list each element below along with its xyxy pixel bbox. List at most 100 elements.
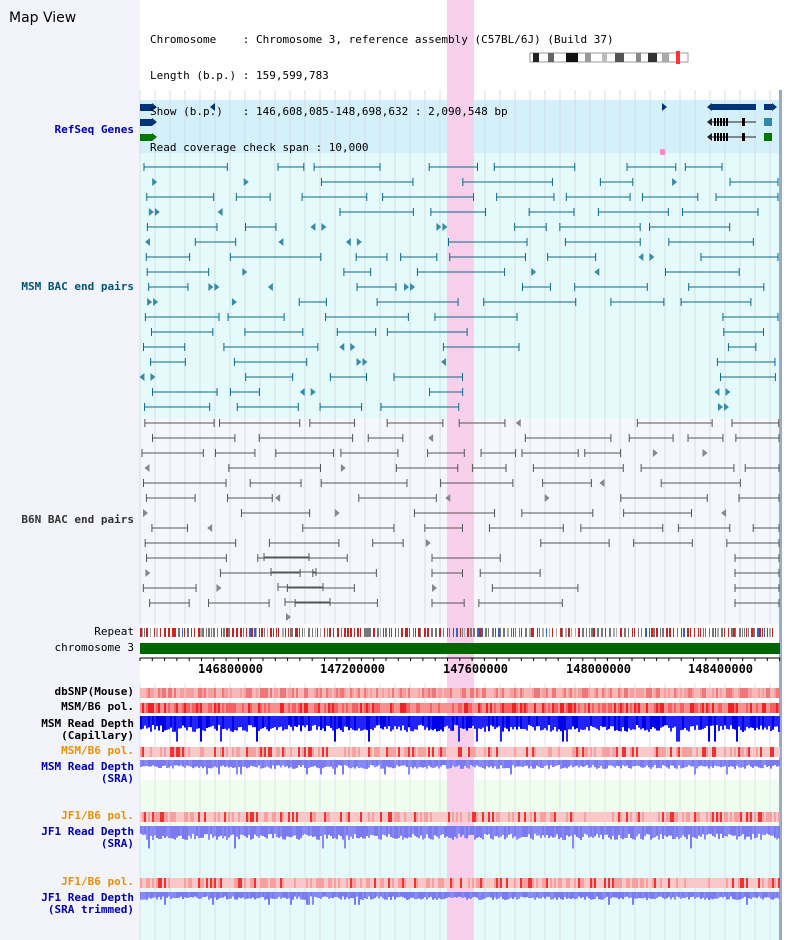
msm-b6-polymorphism-sra [146,747,148,757]
repeat-element [748,628,749,637]
dbsnp-density [764,688,766,698]
track-label-msm-bac[interactable]: MSM BAC end pairs [21,280,134,293]
msm-read-depth-sra [242,760,244,767]
dbsnp-density [408,688,410,698]
dbsnp-density [392,688,394,698]
track-label-jf1-b6-pol[interactable]: JF1/B6 pol. [61,809,134,822]
msm-b6-polymorphism-sra [754,747,756,757]
msm-b6-polymorphism [580,703,582,713]
dbsnp-density [640,688,642,698]
jf1-read-depth-sra-trimmed [588,892,590,899]
track-label-chromosome[interactable]: chromosome 3 [54,641,134,654]
msm-b6-polymorphism [532,703,534,713]
msm-read-depth-sra [186,760,188,766]
track-label-jf1-read-depth[interactable]: JF1 Read Depth [41,825,134,838]
msm-b6-polymorphism [586,703,588,713]
jf1-read-depth-sra-trimmed [664,892,666,900]
jf1-read-depth-sra-trimmed [300,892,302,900]
jf1-b6-polymorphism [530,878,532,888]
msm-b6-polymorphism [142,703,144,713]
repeat-element [254,628,256,637]
msm-b6-polymorphism [166,703,168,713]
msm-read-depth-sra [580,760,582,766]
jf1-read-depth-sra-trimmed [302,892,304,900]
jf1-read-depth-sra-trimmed [680,892,682,899]
track-label-jf1-read-depth-trimmed[interactable]: JF1 Read Depth [41,891,134,904]
msm-b6-polymorphism-sra [162,747,164,757]
track-label-msm-read-depth-cap[interactable]: MSM Read Depth [41,717,134,730]
msm-b6-polymorphism [714,703,716,713]
track-label-msm-read-depth-sra[interactable]: MSM Read Depth [41,760,134,773]
jf1-read-depth-sra-trimmed [678,892,680,898]
ideogram-band [648,53,657,62]
jf1-read-depth-sra-trimmed [768,892,770,898]
jf1-read-depth-sra [674,826,676,840]
jf1-read-depth-sra-trimmed [628,892,630,899]
msm-b6-polymorphism [344,703,346,713]
jf1-b6-polymorphism [486,812,488,822]
msm-read-depth-capillary [768,716,770,727]
msm-read-depth-sra [472,760,474,767]
dbsnp-density [598,688,600,698]
msm-read-depth-capillary [270,716,272,729]
refseq-exon [720,133,722,141]
msm-b6-polymorphism-sra [750,747,752,757]
axis-tick-label: 148000000 [566,662,632,676]
msm-b6-polymorphism-sra [632,747,634,757]
msm-read-depth-sra [536,760,538,766]
msm-read-depth-capillary [714,716,716,742]
jf1-read-depth-sra [462,826,464,835]
jf1-b6-polymorphism [390,812,392,822]
jf1-read-depth-sra [158,826,160,839]
jf1-b6-polymorphism [246,812,248,822]
track-label-repeat[interactable]: Repeat [94,625,134,638]
msm-read-depth-capillary [206,716,208,729]
msm-b6-polymorphism [186,703,188,713]
msm-b6-polymorphism [630,703,632,713]
jf1-read-depth-sra [460,826,462,837]
track-label-jf1-b6-pol-2[interactable]: JF1/B6 pol. [61,875,134,888]
msm-read-depth-sra [686,760,688,767]
msm-b6-polymorphism-sra [300,747,302,757]
jf1-b6-polymorphism [196,812,198,822]
track-label-msm-b6-pol[interactable]: MSM/B6 pol. [61,700,134,713]
track-label-b6n-bac[interactable]: B6N BAC end pairs [21,513,134,526]
jf1-read-depth-sra [224,826,226,837]
msm-read-depth-capillary [674,716,676,727]
repeat-element [485,628,487,637]
msm-b6-polymorphism [470,703,472,713]
msm-read-depth-sra [722,760,724,767]
jf1-read-depth-sra-trimmed [370,892,372,900]
jf1-b6-polymorphism [274,812,276,822]
jf1-read-depth-sra-trimmed [408,892,410,900]
jf1-read-depth-sra-trimmed [298,892,300,897]
jf1-read-depth-sra [364,826,366,839]
jf1-read-depth-sra [252,826,254,839]
track-label-sra: (SRA) [100,772,134,785]
repeat-element [208,628,210,637]
jf1-read-depth-sra-trimmed [228,892,230,899]
jf1-read-depth-sra [302,826,304,836]
jf1-b6-polymorphism [704,812,706,822]
dbsnp-density [692,688,694,698]
msm-b6-polymorphism [182,703,184,713]
msm-b6-polymorphism [744,703,746,713]
track-label-msm-b6-pol-sra[interactable]: MSM/B6 pol. [61,744,134,757]
msm-b6-polymorphism-sra [728,747,730,757]
repeat-element [700,628,701,637]
jf1-read-depth-sra-trimmed [556,892,558,900]
track-label-refseq-genes[interactable]: RefSeq Genes [54,123,134,136]
jf1-read-depth-sra-trimmed [344,892,346,900]
end-marker [310,388,316,396]
track-label-dbsnp[interactable]: dbSNP(Mouse) [54,685,134,698]
msm-b6-polymorphism [702,703,704,713]
repeat-element [228,628,230,637]
jf1-b6-polymorphism [568,878,570,888]
msm-b6-polymorphism [244,703,246,713]
jf1-b6-polymorphism [534,812,536,822]
dbsnp-density [162,688,164,698]
repeat-element [724,628,725,637]
jf1-b6-polymorphism [312,812,314,822]
jf1-read-depth-sra-trimmed [318,892,320,898]
